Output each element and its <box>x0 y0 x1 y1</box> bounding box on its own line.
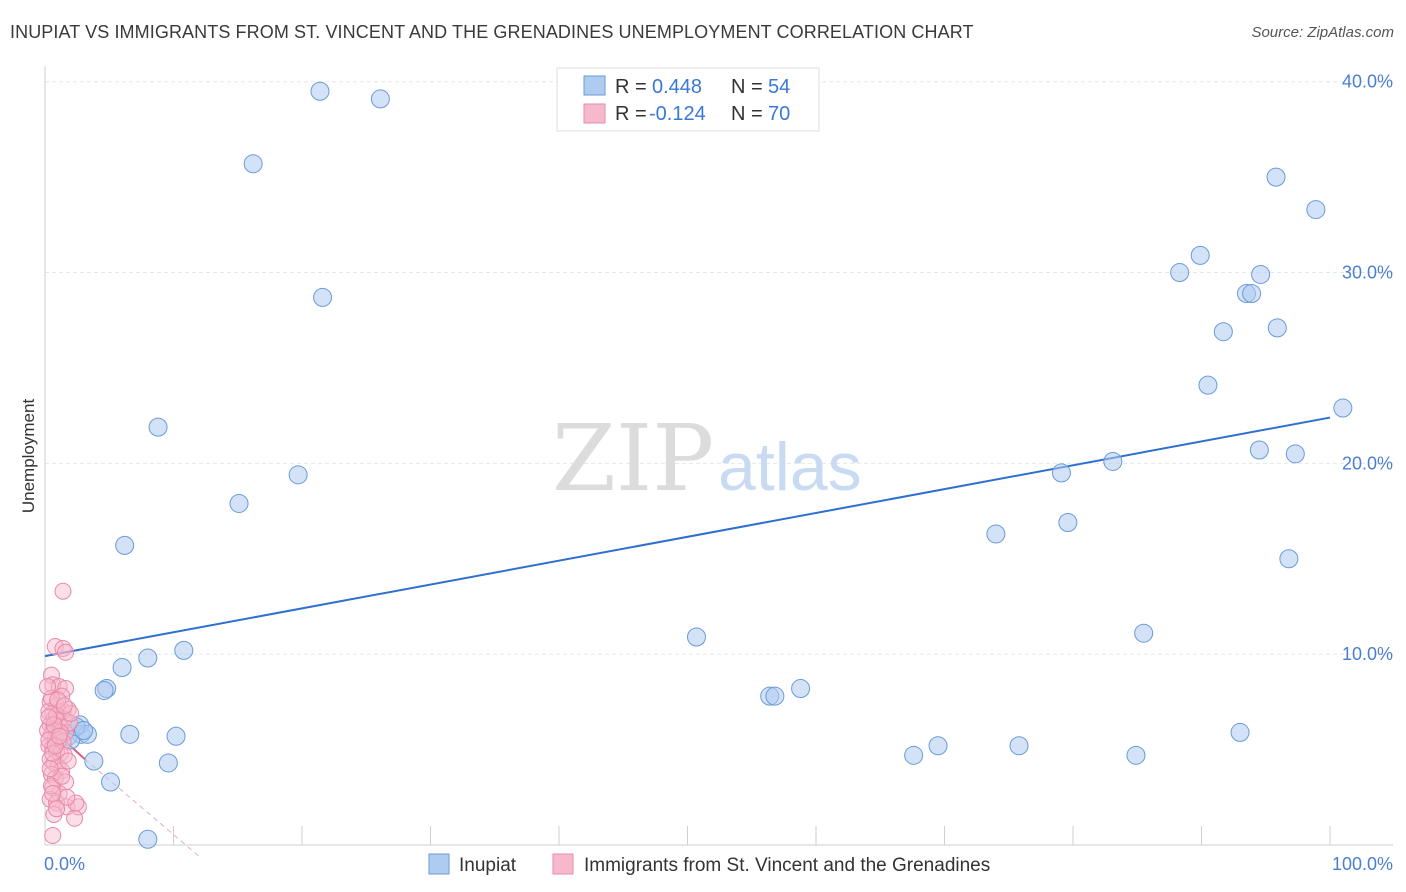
point-st-vincent <box>66 809 84 827</box>
point-inupiat <box>1134 623 1154 643</box>
point-inupiat <box>229 493 249 513</box>
point-inupiat <box>1213 322 1233 342</box>
point-st-vincent <box>40 708 58 726</box>
legend-n-label: N = <box>731 103 763 125</box>
point-st-vincent <box>48 800 66 818</box>
point-inupiat <box>1267 318 1287 338</box>
legend-box: R = 0.448 N = 54 R = -0.124 N = 70 <box>556 67 820 132</box>
legend-r-value: -0.124 <box>649 103 706 125</box>
point-st-vincent <box>44 784 62 802</box>
chart-title: INUPIAT VS IMMIGRANTS FROM ST. VINCENT A… <box>10 22 974 42</box>
point-st-vincent <box>46 737 64 755</box>
legend-r-label: R = <box>615 76 647 98</box>
legend-swatch-blue <box>583 75 606 96</box>
point-inupiat <box>115 535 135 555</box>
point-inupiat <box>1198 375 1218 395</box>
point-inupiat <box>1170 263 1190 283</box>
legend-n-value: 70 <box>768 103 790 125</box>
y-tick-labels: 10.0% 20.0% 30.0% 40.0% <box>1342 72 1393 664</box>
point-inupiat <box>1242 284 1262 304</box>
bottom-legend-label: Immigrants from St. Vincent and the Gren… <box>584 855 990 876</box>
point-st-vincent <box>58 788 76 806</box>
point-inupiat <box>1126 745 1146 765</box>
legend-r-label: R = <box>615 103 647 125</box>
point-inupiat <box>112 658 132 678</box>
point-inupiat <box>1190 245 1210 265</box>
point-st-vincent <box>44 826 62 844</box>
point-st-vincent <box>54 582 72 600</box>
point-inupiat <box>791 679 811 699</box>
y-tick-label: 20.0% <box>1342 453 1393 473</box>
point-inupiat <box>1051 463 1071 483</box>
point-inupiat <box>1058 513 1078 533</box>
watermark: ZIP atlas <box>552 405 862 512</box>
point-inupiat <box>94 680 114 700</box>
y-tick-label: 10.0% <box>1342 644 1393 664</box>
point-inupiat <box>313 287 333 307</box>
data-points <box>39 81 1353 849</box>
legend-n-value: 54 <box>768 76 790 98</box>
point-inupiat <box>243 154 263 174</box>
point-inupiat <box>1251 264 1271 284</box>
point-inupiat <box>1249 440 1269 460</box>
point-inupiat <box>370 89 390 109</box>
point-st-vincent <box>50 727 68 745</box>
point-inupiat <box>1266 167 1286 187</box>
axes <box>44 66 1393 846</box>
bottom-legend: Inupiat Immigrants from St. Vincent and … <box>428 853 990 876</box>
x-tick-labels: 0.0% 100.0% <box>44 854 1393 874</box>
point-inupiat <box>1306 200 1326 220</box>
point-st-vincent <box>40 702 58 720</box>
legend-r-value: 0.448 <box>652 76 702 98</box>
point-st-vincent <box>42 689 60 707</box>
point-inupiat <box>904 745 924 765</box>
point-st-vincent <box>67 794 85 812</box>
watermark-zip: ZIP <box>552 405 714 512</box>
legend-swatch-pink <box>583 103 606 124</box>
point-inupiat <box>288 465 308 485</box>
point-inupiat <box>74 721 94 741</box>
point-st-vincent <box>49 691 67 709</box>
bottom-legend-label: Inupiat <box>459 855 517 876</box>
point-inupiat <box>120 724 140 744</box>
x-tick-label: 100.0% <box>1332 854 1393 874</box>
point-inupiat <box>928 736 948 756</box>
point-inupiat <box>1333 398 1353 418</box>
y-tick-label: 30.0% <box>1342 263 1393 283</box>
source-label: Source: ZipAtlas.com <box>1251 24 1394 41</box>
point-st-vincent <box>39 678 57 696</box>
y-tick-label: 40.0% <box>1342 72 1393 92</box>
point-inupiat <box>84 751 104 771</box>
point-inupiat <box>148 417 168 437</box>
point-st-vincent <box>59 752 77 770</box>
point-inupiat <box>1230 722 1250 742</box>
point-inupiat <box>174 640 194 660</box>
point-inupiat <box>1285 444 1305 464</box>
point-inupiat <box>686 627 706 647</box>
legend-n-label: N = <box>731 76 763 98</box>
trendline-st-vincent <box>84 758 200 857</box>
bottom-legend-swatch-pink <box>552 853 574 875</box>
y-axis-label: Unemployment <box>19 399 38 514</box>
point-inupiat <box>158 753 178 773</box>
point-inupiat <box>1279 549 1299 569</box>
point-inupiat <box>138 648 158 668</box>
bottom-legend-swatch-blue <box>428 853 450 875</box>
point-inupiat <box>1103 451 1123 471</box>
point-inupiat <box>1009 736 1029 756</box>
point-inupiat <box>310 81 330 101</box>
point-inupiat <box>986 524 1006 544</box>
grid <box>45 81 1393 655</box>
watermark-atlas: atlas <box>718 429 862 505</box>
point-inupiat <box>138 829 158 849</box>
x-tick-label: 0.0% <box>44 854 85 874</box>
point-inupiat <box>166 726 186 746</box>
point-st-vincent <box>55 697 73 715</box>
point-st-vincent <box>41 760 59 778</box>
point-st-vincent <box>57 643 75 661</box>
point-inupiat <box>765 686 785 706</box>
point-inupiat <box>101 772 121 792</box>
